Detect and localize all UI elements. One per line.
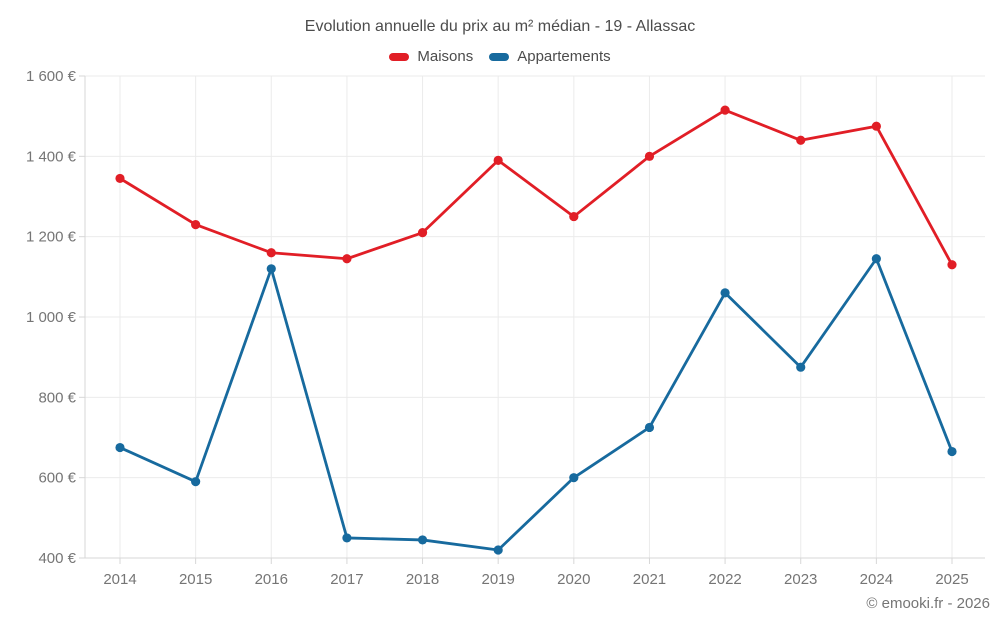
data-point-appartements-2019[interactable] xyxy=(493,545,503,555)
data-point-appartements-2025[interactable] xyxy=(947,446,957,457)
y-axis-label: 1 600 € xyxy=(26,68,77,85)
x-axis-label: 2018 xyxy=(406,571,439,588)
x-axis-label: 2016 xyxy=(255,571,288,588)
x-axis-label: 2021 xyxy=(633,571,666,588)
data-point-appartements-2018[interactable] xyxy=(417,535,428,545)
legend-label-appartements: Appartements xyxy=(517,48,611,65)
data-point-maisons-2022[interactable] xyxy=(720,105,730,115)
legend-swatch-appartements-icon xyxy=(489,52,510,61)
data-point-appartements-2015[interactable] xyxy=(191,477,201,487)
y-axis-label: 1 000 € xyxy=(26,309,77,326)
data-point-appartements-2014[interactable] xyxy=(115,442,125,453)
x-axis-label: 2017 xyxy=(330,571,363,588)
x-axis-label: 2019 xyxy=(481,571,514,588)
data-point-maisons-2017[interactable] xyxy=(342,254,352,264)
y-axis-label: 1 200 € xyxy=(26,229,77,246)
y-axis-label: 800 € xyxy=(38,389,76,406)
chart-title: Evolution annuelle du prix au m² médian … xyxy=(304,18,696,35)
data-point-appartements-2017[interactable] xyxy=(342,533,352,543)
legend-swatch-maisons-icon xyxy=(389,52,410,61)
data-point-appartements-2016[interactable] xyxy=(266,264,276,274)
x-axis-label: 2022 xyxy=(708,571,741,588)
data-point-maisons-2024[interactable] xyxy=(871,121,881,131)
y-axis-label: 1 400 € xyxy=(26,148,77,165)
data-point-maisons-2020[interactable] xyxy=(569,211,579,222)
data-point-maisons-2015[interactable] xyxy=(191,220,201,230)
data-point-maisons-2019[interactable] xyxy=(493,155,503,165)
data-point-appartements-2021[interactable] xyxy=(644,422,655,433)
series-line-appartements xyxy=(118,257,954,552)
data-point-maisons-2014[interactable] xyxy=(115,173,125,184)
data-point-maisons-2016[interactable] xyxy=(266,248,276,258)
data-point-maisons-2018[interactable] xyxy=(417,228,428,238)
copyright-text: © emooki.fr - 2026 xyxy=(866,595,990,612)
data-point-maisons-2021[interactable] xyxy=(644,151,655,161)
legend-item-maisons[interactable]: Maisons xyxy=(389,48,473,65)
legend-item-appartements[interactable]: Appartements xyxy=(489,48,611,65)
x-axis-label: 2023 xyxy=(784,571,817,588)
y-axis-label: 400 € xyxy=(38,550,76,567)
series-line-maisons xyxy=(118,108,954,267)
x-axis-label: 2025 xyxy=(935,571,968,588)
x-axis-label: 2014 xyxy=(103,571,136,588)
legend-label-maisons: Maisons xyxy=(417,48,474,65)
chart-legend: Maisons Appartements xyxy=(0,48,1000,65)
data-point-appartements-2023[interactable] xyxy=(796,362,806,372)
data-point-appartements-2020[interactable] xyxy=(569,473,579,483)
y-axis-label: 600 € xyxy=(38,470,76,487)
data-point-appartements-2024[interactable] xyxy=(871,254,881,264)
data-point-maisons-2023[interactable] xyxy=(796,135,806,145)
data-point-maisons-2025[interactable] xyxy=(947,260,957,270)
x-axis-label: 2015 xyxy=(179,571,212,588)
data-point-appartements-2022[interactable] xyxy=(720,288,730,298)
x-axis-label: 2020 xyxy=(557,571,590,588)
x-axis-label: 2024 xyxy=(860,571,893,588)
